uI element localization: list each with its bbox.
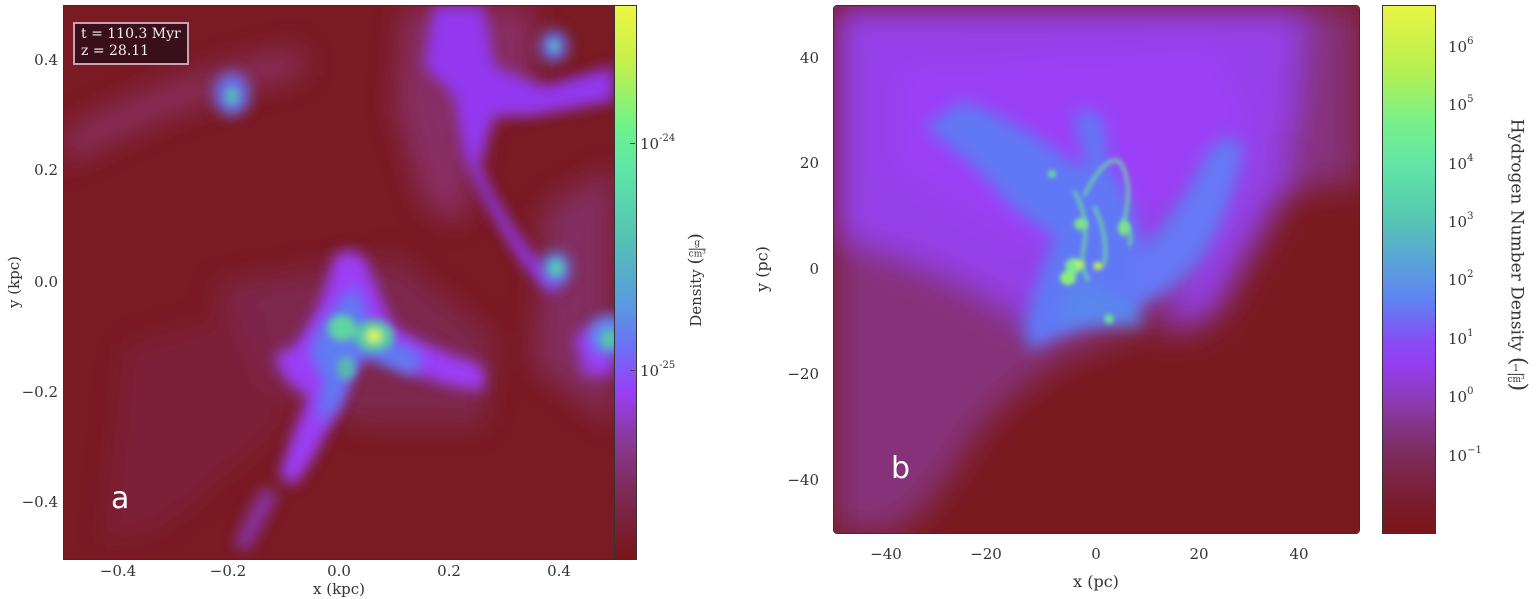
b-xtick: 0 [1091,545,1101,563]
b-ytick: −20 [787,365,819,383]
b-cbar-tick: 106 [1448,36,1474,56]
a-xlabel: x (kpc) [312,580,366,598]
redshift-label: z = 28.11 [81,43,150,59]
panel-a-letter: a [111,481,130,516]
panel-a-density-field [64,6,614,559]
a-ytick: 0.4 [34,51,58,69]
a-cbar-tickmark [630,370,635,371]
b-ytick: 0 [809,260,819,278]
a-ytick: 0.2 [34,161,58,179]
a-ytick: −0.4 [21,493,58,511]
b-ytick: 40 [799,49,819,67]
a-colorbar-label: Density (g cm³) [684,233,706,327]
panel-b-heatmap: b [833,5,1360,534]
b-ytick: −40 [787,471,819,489]
panel-a-heatmap: t = 110.3 Myr z = 28.11 a [63,5,615,560]
panel-b-colorbar [1382,5,1436,534]
a-xtick: 0.2 [437,562,461,580]
b-ytick: 20 [799,154,819,172]
panel-a-colorbar [614,5,637,560]
b-cbar-tick: 102 [1448,269,1474,289]
a-ytick: 0.0 [34,273,58,291]
b-cbar-tick: 103 [1448,211,1474,231]
a-ylabel: y (kpc) [5,255,23,309]
a-cbar-tick: 10-24 [640,133,676,153]
b-xtick: 40 [1289,545,1309,563]
a-xtick: −0.2 [209,562,247,580]
b-cbar-tick: 105 [1448,94,1474,114]
a-xtick: 0.4 [547,562,571,580]
a-cbar-tick: 10-25 [640,360,676,380]
a-xtick: 0.0 [327,562,351,580]
a-cbar-tickmark [630,143,635,144]
b-cbar-tick: 10−1 [1448,445,1482,465]
b-xtick: −20 [970,545,1002,563]
b-colorbar-label: Hydrogen Number Density (1 cm³) [1505,118,1531,392]
b-xtick: −40 [870,545,902,563]
b-xtick: 20 [1189,545,1209,563]
b-cbar-tick: 104 [1448,153,1474,173]
time-redshift-box: t = 110.3 Myr z = 28.11 [73,22,189,65]
panel-b-letter: b [891,451,911,486]
b-cbar-tick: 100 [1448,386,1474,406]
b-xlabel: x (pc) [1073,572,1119,591]
panel-b-density-field [834,6,1359,533]
b-ylabel: y (pc) [752,246,772,292]
time-label: t = 110.3 Myr [81,26,181,42]
a-ytick: −0.2 [21,383,58,401]
a-xtick: −0.4 [99,562,137,580]
b-cbar-tick: 101 [1448,328,1474,348]
